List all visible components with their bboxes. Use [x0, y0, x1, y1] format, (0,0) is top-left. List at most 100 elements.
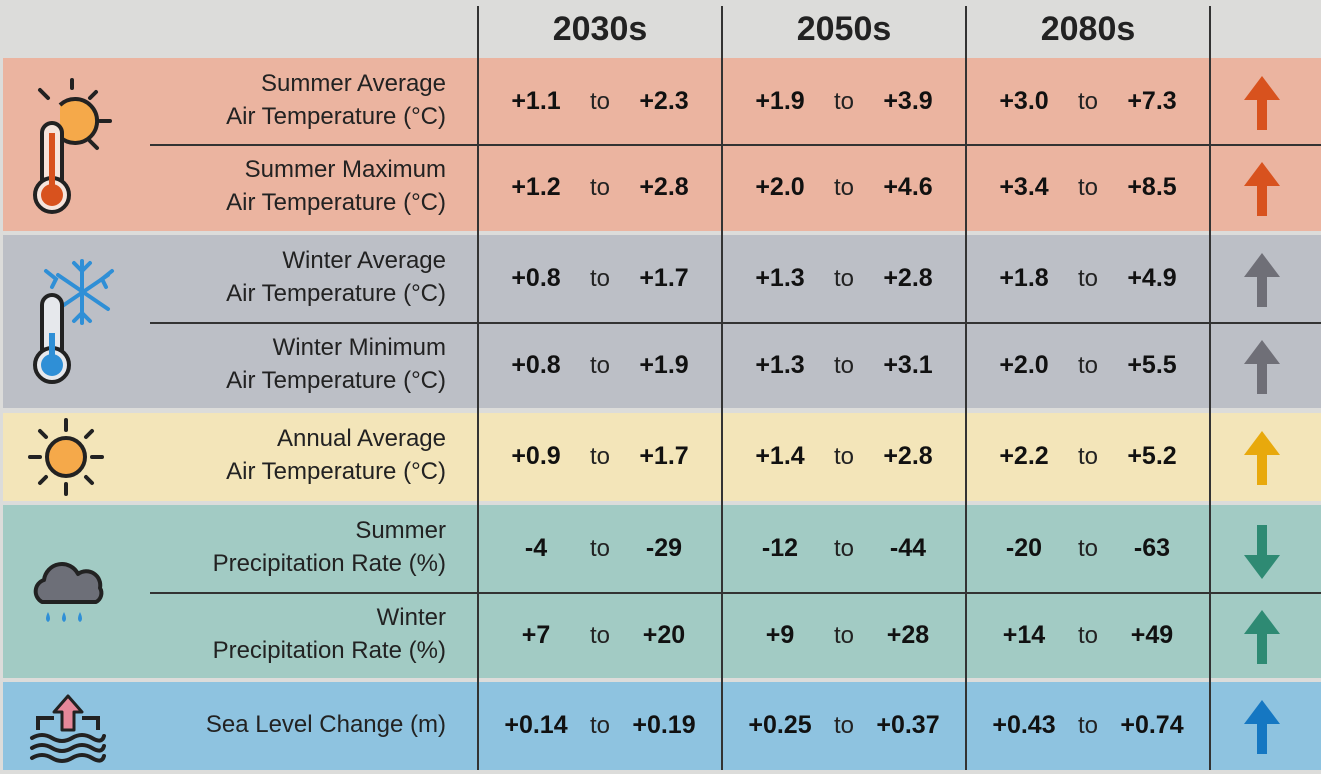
row-label-line: Annual Average	[276, 425, 446, 452]
range-high-value: +7.3	[1127, 86, 1177, 115]
row-divider	[150, 144, 1321, 146]
range-connector: to	[589, 443, 610, 470]
arrow-up-icon	[1244, 431, 1280, 485]
range-low-value: -20	[1005, 534, 1043, 562]
row-divider	[150, 322, 1321, 324]
range-connector: to	[1077, 351, 1098, 379]
row-label-line: Sea Level Change (m)	[205, 710, 446, 738]
range-high-value: +3.1	[883, 350, 933, 379]
arrow-up-icon	[1244, 609, 1280, 664]
range-low-value: +2.0	[999, 350, 1049, 379]
row-label-line: Air Temperature (°C)	[226, 458, 446, 485]
range-connector: to	[589, 265, 610, 292]
range-low-value: +0.9	[511, 442, 561, 470]
arrow-up-icon	[1244, 162, 1280, 216]
range-high-value: +1.7	[639, 442, 689, 470]
range-high-value: +28	[886, 620, 930, 649]
row-label-line: Summer Maximum	[244, 156, 446, 183]
range-connector: to	[833, 535, 854, 562]
range-high-value: +4.9	[1127, 264, 1177, 292]
range-low-value: -4	[524, 534, 548, 562]
range-high-value: -29	[645, 534, 683, 562]
column-divider	[1209, 6, 1211, 770]
sea-level-rise-icon	[30, 694, 106, 763]
range-low-value: +1.9	[755, 86, 805, 115]
range-high-value: +1.9	[639, 350, 689, 379]
group-band	[3, 682, 1321, 770]
column-header-2080s: 2080s	[1040, 9, 1136, 48]
range-high-value: +2.8	[883, 264, 933, 292]
row-label-line: Air Temperature (°C)	[226, 189, 446, 216]
thermometer-sun-icon	[33, 78, 112, 214]
row-label: Winter Average Air Temperature (°C)	[150, 244, 446, 310]
range-high-value: +3.9	[883, 86, 933, 115]
range-high-value: +49	[1130, 620, 1174, 649]
range-high-value: -44	[889, 534, 927, 562]
arrow-down-icon	[1244, 525, 1280, 579]
range-connector: to	[833, 87, 854, 115]
range-connector: to	[1077, 712, 1098, 739]
range-low-value: +1.8	[999, 264, 1049, 292]
column-divider	[721, 6, 723, 770]
range-high-value: +5.2	[1127, 442, 1177, 470]
row-label-line: Winter Minimum	[272, 333, 446, 361]
range-high-value: +4.6	[883, 173, 933, 201]
range-connector: to	[833, 712, 854, 739]
arrow-up-icon	[1244, 253, 1280, 307]
sun-icon	[28, 418, 104, 496]
range-low-value: +0.25	[748, 711, 812, 739]
row-label: Winter Precipitation Rate (%)	[150, 601, 446, 667]
range-connector: to	[589, 174, 610, 201]
range-connector: to	[589, 87, 610, 115]
range-low-value: +1.3	[755, 350, 805, 379]
column-divider	[477, 6, 479, 770]
range-connector: to	[589, 712, 610, 739]
range-connector: to	[1077, 621, 1098, 649]
row-label: Annual Average Air Temperature (°C)	[150, 422, 446, 488]
range-low-value: -12	[761, 534, 799, 562]
row-label-line: Winter	[376, 603, 446, 631]
row-divider	[150, 592, 1321, 594]
column-header-2030s: 2030s	[552, 9, 648, 48]
range-high-value: +0.37	[876, 711, 940, 739]
range-low-value: +0.14	[504, 711, 568, 739]
range-connector: to	[1077, 535, 1098, 562]
range-low-value: +0.8	[511, 264, 561, 292]
range-high-value: +0.19	[632, 711, 696, 739]
row-label: Summer Average Air Temperature (°C)	[150, 67, 446, 133]
group-band	[3, 235, 1321, 408]
range-low-value: +3.0	[999, 86, 1049, 115]
range-high-value: +20	[642, 620, 686, 649]
range-high-value: +2.8	[639, 173, 689, 201]
row-label-line: Summer Average	[261, 69, 446, 97]
range-connector: to	[1077, 443, 1098, 470]
row-label-line: Air Temperature (°C)	[226, 280, 446, 307]
thermometer-snowflake-icon	[33, 259, 114, 384]
row-label-line: Summer	[355, 517, 446, 544]
row-label-line: Winter Average	[282, 247, 446, 274]
column-divider	[965, 6, 967, 770]
range-low-value: +1.2	[511, 173, 561, 201]
range-low-value: +0.8	[511, 350, 561, 379]
range-low-value: +14	[1002, 620, 1046, 649]
range-high-value: +5.5	[1127, 350, 1177, 379]
range-high-value: +1.7	[639, 264, 689, 292]
row-label-line: Air Temperature (°C)	[226, 366, 446, 394]
row-label: Sea Level Change (m)	[150, 708, 446, 741]
range-high-value: -63	[1133, 534, 1171, 562]
range-low-value: +1.1	[511, 86, 561, 115]
range-low-value: +1.4	[755, 442, 805, 470]
range-high-value: +8.5	[1127, 173, 1177, 201]
arrow-up-icon	[1244, 75, 1280, 130]
row-label: Summer Precipitation Rate (%)	[150, 514, 446, 580]
range-connector: to	[833, 621, 854, 649]
arrow-up-icon	[1244, 700, 1280, 754]
row-label: Summer Maximum Air Temperature (°C)	[150, 153, 446, 219]
range-connector: to	[833, 265, 854, 292]
range-connector: to	[1077, 174, 1098, 201]
range-low-value: +2.2	[999, 442, 1049, 470]
range-connector: to	[1077, 265, 1098, 292]
row-label-line: Precipitation Rate (%)	[212, 550, 446, 577]
range-low-value: +9	[765, 620, 795, 649]
